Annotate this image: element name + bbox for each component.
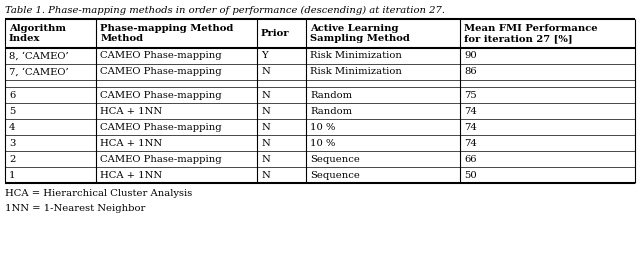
Text: Y: Y [261, 51, 268, 61]
Text: 8, ‘CAMEO’: 8, ‘CAMEO’ [9, 51, 68, 61]
Text: N: N [261, 171, 269, 179]
Text: Phase-mapping Method
Method: Phase-mapping Method Method [100, 24, 234, 43]
Text: CAMEO Phase-mapping: CAMEO Phase-mapping [100, 122, 222, 132]
Text: N: N [261, 139, 269, 147]
Text: 2: 2 [9, 154, 15, 164]
Text: 6: 6 [9, 90, 15, 100]
Text: 75: 75 [465, 90, 477, 100]
Text: N: N [261, 107, 269, 115]
Text: 74: 74 [465, 122, 477, 132]
Text: Random: Random [310, 90, 352, 100]
Text: 1: 1 [9, 171, 15, 179]
Text: N: N [261, 154, 269, 164]
Text: 10 %: 10 % [310, 122, 335, 132]
Text: 74: 74 [465, 139, 477, 147]
Text: CAMEO Phase-mapping: CAMEO Phase-mapping [100, 68, 222, 76]
Text: Sequence: Sequence [310, 154, 360, 164]
Text: 90: 90 [465, 51, 477, 61]
Text: CAMEO Phase-mapping: CAMEO Phase-mapping [100, 154, 222, 164]
Text: Sequence: Sequence [310, 171, 360, 179]
Text: 4: 4 [9, 122, 15, 132]
Text: 3: 3 [9, 139, 15, 147]
Text: Random: Random [310, 107, 352, 115]
Text: CAMEO Phase-mapping: CAMEO Phase-mapping [100, 51, 222, 61]
Text: N: N [261, 90, 269, 100]
Text: 1NN = 1-Nearest Neighbor: 1NN = 1-Nearest Neighbor [5, 204, 145, 213]
Text: 10 %: 10 % [310, 139, 335, 147]
Text: Prior: Prior [261, 29, 290, 38]
Text: Mean FMI Performance
for iteration 27 [%]: Mean FMI Performance for iteration 27 [%… [465, 24, 598, 43]
Text: Algorithm
Index: Algorithm Index [9, 24, 66, 43]
Text: Risk Minimization: Risk Minimization [310, 68, 402, 76]
Text: Risk Minimization: Risk Minimization [310, 51, 402, 61]
Text: Table 1. Phase-mapping methods in order of performance (descending) at iteration: Table 1. Phase-mapping methods in order … [5, 6, 445, 15]
Text: 7, ‘CAMEO’: 7, ‘CAMEO’ [9, 68, 68, 76]
Text: HCA + 1NN: HCA + 1NN [100, 171, 163, 179]
Text: 5: 5 [9, 107, 15, 115]
Text: N: N [261, 68, 269, 76]
Text: HCA = Hierarchical Cluster Analysis: HCA = Hierarchical Cluster Analysis [5, 189, 192, 198]
Text: CAMEO Phase-mapping: CAMEO Phase-mapping [100, 90, 222, 100]
Text: 86: 86 [465, 68, 477, 76]
Text: HCA + 1NN: HCA + 1NN [100, 139, 163, 147]
Text: N: N [261, 122, 269, 132]
Text: HCA + 1NN: HCA + 1NN [100, 107, 163, 115]
Text: 66: 66 [465, 154, 477, 164]
Text: Active Learning
Sampling Method: Active Learning Sampling Method [310, 24, 410, 43]
Text: 50: 50 [465, 171, 477, 179]
Text: 74: 74 [465, 107, 477, 115]
